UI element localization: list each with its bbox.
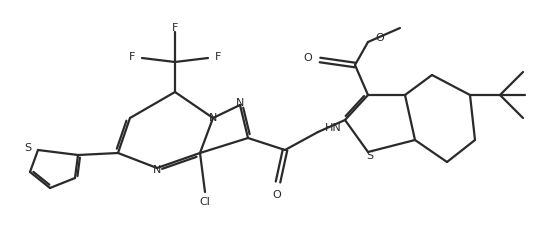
Text: N: N — [153, 165, 161, 175]
Text: O: O — [273, 190, 281, 200]
Text: Cl: Cl — [200, 197, 210, 207]
Text: O: O — [304, 53, 312, 63]
Text: F: F — [215, 52, 221, 62]
Text: S: S — [25, 143, 32, 153]
Text: S: S — [366, 151, 373, 161]
Text: O: O — [375, 33, 384, 43]
Text: F: F — [129, 52, 135, 62]
Text: N: N — [209, 113, 217, 123]
Text: N: N — [236, 98, 244, 108]
Text: F: F — [172, 23, 178, 33]
Text: HN: HN — [325, 123, 342, 133]
